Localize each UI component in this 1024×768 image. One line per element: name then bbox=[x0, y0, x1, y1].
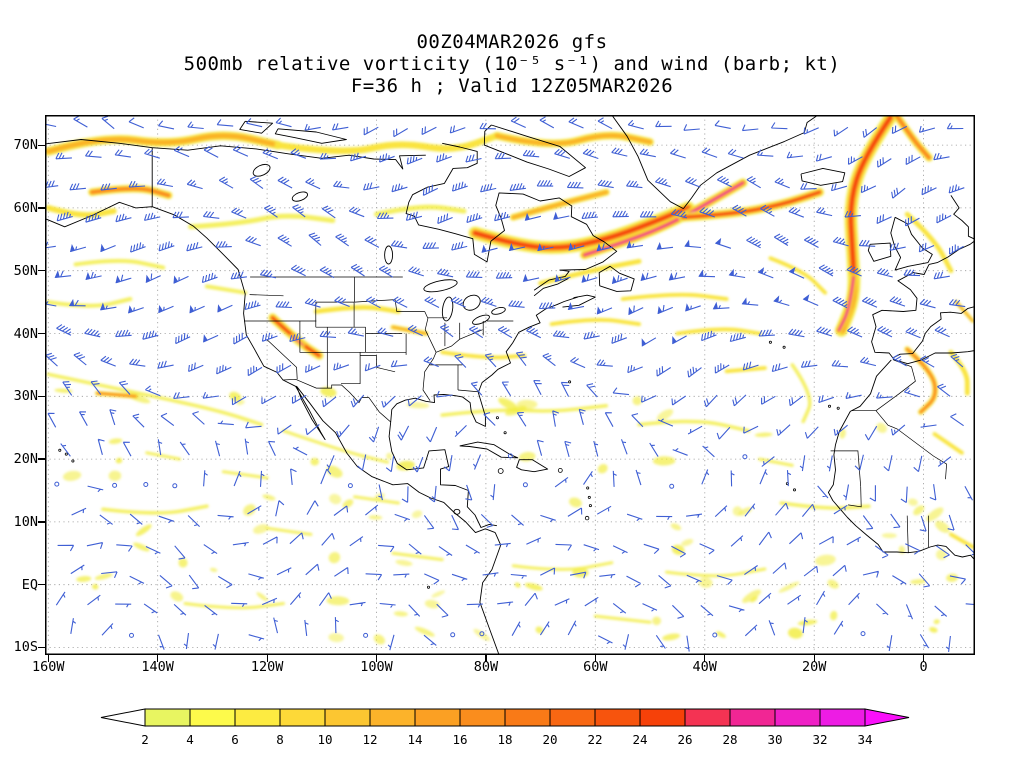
lon-tick-label-120W: 120W bbox=[250, 659, 284, 675]
colorbar-right-arrow bbox=[864, 708, 910, 727]
coastlines-layer bbox=[45, 115, 975, 655]
lon-tick-label-20W: 20W bbox=[801, 659, 827, 675]
colorbar-tick-label: 2 bbox=[141, 732, 149, 747]
wind-barbs-layer bbox=[45, 115, 975, 652]
colorbar-segment bbox=[324, 708, 371, 727]
colorbar-tick-label: 20 bbox=[542, 732, 557, 747]
colorbar-segment bbox=[414, 708, 461, 727]
colorbar-segment bbox=[504, 708, 551, 727]
colorbar-tick-label: 24 bbox=[632, 732, 647, 747]
colorbar-tick-label: 22 bbox=[587, 732, 602, 747]
lon-tick-label-0: 0 bbox=[919, 659, 928, 675]
lat-tick-label-70N: 70N bbox=[13, 137, 38, 154]
colorbar-tick-label: 14 bbox=[407, 732, 422, 747]
colorbar-tick-label: 8 bbox=[276, 732, 284, 747]
colorbar-segment bbox=[729, 708, 776, 727]
lat-tick-label-EQ: EQ bbox=[21, 576, 38, 593]
map-frame bbox=[45, 115, 975, 655]
lon-tick-mark bbox=[704, 655, 706, 662]
lat-tick-label-30N: 30N bbox=[13, 388, 38, 405]
lat-tick-label-20N: 20N bbox=[13, 451, 38, 468]
colorbar-segment bbox=[774, 708, 821, 727]
lat-tick-mark bbox=[38, 270, 45, 272]
colorbar-segment bbox=[369, 708, 416, 727]
title-field-description: 500mb relative vorticity (10⁻⁵ s⁻¹) and … bbox=[183, 53, 841, 75]
colorbar-segment bbox=[279, 708, 326, 727]
lon-tick-mark bbox=[157, 655, 159, 662]
colorbar-tick-label: 28 bbox=[722, 732, 737, 747]
lat-tick-mark bbox=[38, 332, 45, 335]
lat-tick-mark bbox=[38, 144, 45, 146]
lat-tick-mark bbox=[38, 646, 45, 649]
colorbar-segment bbox=[144, 708, 191, 727]
lat-tick-label-40N: 40N bbox=[13, 325, 38, 342]
lon-tick-mark bbox=[375, 655, 378, 662]
colorbar-tick-label: 26 bbox=[677, 732, 692, 747]
lat-tick-mark bbox=[38, 395, 45, 397]
lon-tick-label-40W: 40W bbox=[692, 659, 717, 675]
colorbar-segment bbox=[819, 708, 866, 727]
chart-title-block: 00Z04MAR2026 gfs 500mb relative vorticit… bbox=[0, 31, 1024, 97]
colorbar-tick-label: 18 bbox=[497, 732, 512, 747]
lon-tick-label-140W: 140W bbox=[141, 659, 174, 675]
colorbar-tick-label: 10 bbox=[317, 732, 332, 747]
lon-tick-mark bbox=[485, 655, 487, 662]
lon-tick-mark bbox=[594, 655, 597, 662]
colorbar: 2 4 6 8 10 12 14 16 18 20 22 24 26 28 30 32 34 bbox=[100, 708, 910, 747]
colorbar-segment bbox=[594, 708, 641, 727]
lon-tick-mark bbox=[922, 655, 925, 662]
lat-tick-mark bbox=[38, 521, 45, 523]
lon-tick-label-80W: 80W bbox=[473, 659, 499, 675]
colorbar-segment bbox=[234, 708, 281, 727]
lon-tick-label-160W: 160W bbox=[32, 659, 65, 675]
lat-tick-mark bbox=[38, 584, 45, 586]
lat-tick-label-50N: 50N bbox=[13, 262, 38, 279]
colorbar-segment bbox=[639, 708, 686, 727]
lat-tick-label-10N: 10N bbox=[13, 513, 38, 530]
colorbar-tick-label: 32 bbox=[812, 732, 827, 747]
colorbar-tick-label: 12 bbox=[362, 732, 377, 747]
lat-tick-mark bbox=[38, 207, 45, 209]
vorticity-shading-layer bbox=[45, 115, 975, 645]
colorbar-segment bbox=[684, 708, 731, 727]
lat-tick-label-60N: 60N bbox=[13, 199, 38, 216]
colorbar-tick-label: 16 bbox=[452, 732, 467, 747]
gridlines-layer bbox=[45, 115, 975, 655]
map-plot-area bbox=[45, 115, 975, 655]
lon-tick-label-100W: 100W bbox=[360, 659, 393, 675]
political-borders-layer bbox=[244, 276, 947, 553]
title-valid-time: F=36 h ; Valid 12Z05MAR2026 bbox=[350, 75, 674, 97]
colorbar-segment bbox=[459, 708, 506, 727]
lon-tick-label-60W: 60W bbox=[583, 659, 608, 675]
colorbar-left-arrow bbox=[100, 708, 146, 727]
lat-tick-label-10S: 10S bbox=[13, 639, 38, 656]
colorbar-segment bbox=[549, 708, 596, 727]
colorbar-tick-label: 6 bbox=[231, 732, 239, 747]
lat-tick-mark bbox=[38, 458, 45, 460]
lon-tick-mark bbox=[813, 655, 815, 662]
colorbar-tick-label: 30 bbox=[767, 732, 782, 747]
lon-tick-mark bbox=[47, 655, 49, 662]
lon-tick-mark bbox=[266, 655, 268, 662]
title-init-time: 00Z04MAR2026 gfs bbox=[416, 31, 608, 53]
colorbar-tick-label: 34 bbox=[857, 732, 872, 747]
colorbar-segment bbox=[189, 708, 236, 727]
colorbar-tick-label: 4 bbox=[186, 732, 194, 747]
